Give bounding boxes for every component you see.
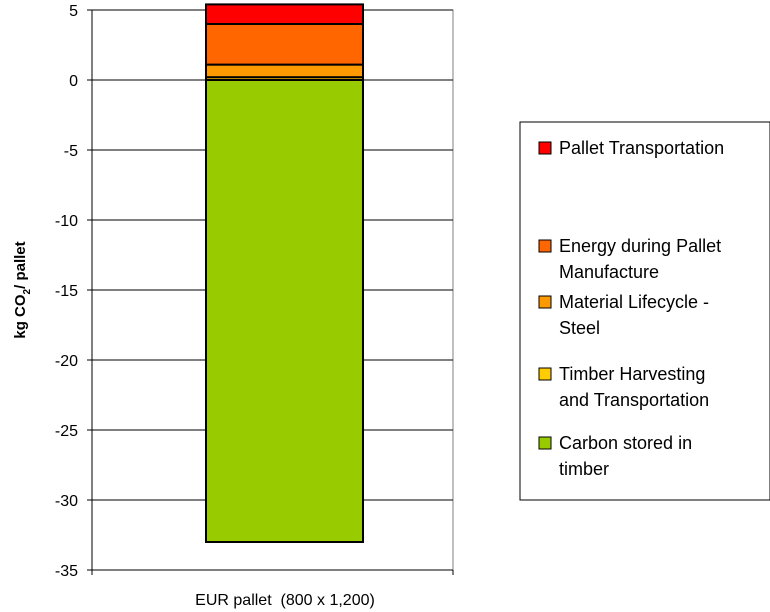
bar-segment [205, 3, 364, 26]
bar-segment [205, 79, 364, 543]
legend-label: Manufacture [559, 262, 659, 282]
x-tick-label: EUR pallet (800 x 1,200) [195, 592, 375, 609]
bar-segment [205, 63, 364, 79]
y-tick-label: -30 [55, 493, 78, 510]
y-tick-label: 5 [69, 3, 78, 20]
legend-box [519, 121, 770, 501]
legend-swatch [538, 295, 552, 309]
legend: Pallet Transportation Energy during Palle… [519, 121, 770, 501]
legend-label: Energy during Pallet [559, 236, 721, 256]
legend-swatch [538, 141, 552, 155]
y-tick-label: -15 [55, 283, 78, 300]
y-axis-label: kg CO2/ pallet [12, 241, 33, 338]
y-tick-label: -5 [64, 143, 78, 160]
legend-label: Steel [559, 318, 600, 338]
bar-segment [205, 23, 364, 66]
y-tick-label: 0 [69, 73, 78, 90]
plot-area: 5 0 -5 -10 -15 -20 -25 -30 -35 [55, 3, 454, 580]
legend-label: timber [559, 459, 609, 479]
y-tick-label: -35 [55, 563, 78, 580]
y-tick-label: -25 [55, 423, 78, 440]
legend-label: Material Lifecycle - [559, 292, 709, 312]
legend-label: Pallet Transportation [559, 138, 724, 158]
y-tick-label: -10 [55, 213, 78, 230]
legend-label: Carbon stored in [559, 433, 692, 453]
legend-label: and Transportation [559, 390, 709, 410]
legend-label: Timber Harvesting [559, 364, 705, 384]
legend-swatch [538, 436, 552, 450]
y-tick-label: -20 [55, 353, 78, 370]
legend-swatch [538, 239, 552, 253]
legend-swatch [538, 367, 552, 381]
